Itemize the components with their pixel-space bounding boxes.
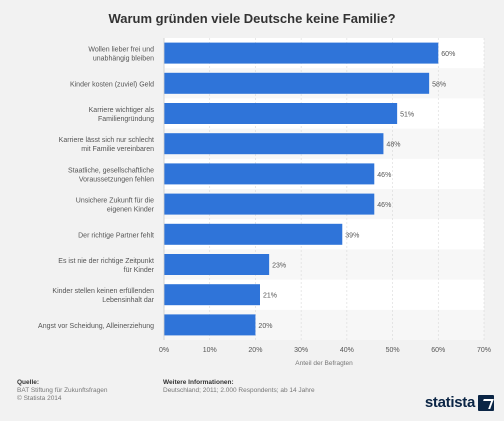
bar (164, 163, 375, 185)
data-label: 58% (432, 81, 446, 88)
category-label: Angst vor Scheidung, Alleinerziehung (38, 323, 154, 330)
x-tick-label: 70% (477, 347, 491, 354)
category-label: Unsichere Zukunft für die eigenen Kinder (76, 198, 155, 214)
x-tick-label: 0% (159, 347, 169, 354)
chart-title: Warum gründen viele Deutsche keine Famil… (108, 11, 396, 26)
data-label: 46% (377, 172, 391, 179)
source-line: BAT Stiftung für Zukunftsfragen (17, 387, 108, 394)
info-block: Weitere Informationen: Deutschland; 2011… (163, 379, 315, 395)
data-label: 23% (272, 263, 286, 270)
bar (164, 193, 375, 215)
x-axis-title: Anteil der Befragten (295, 360, 353, 367)
data-label: 46% (377, 202, 391, 209)
statista-logo[interactable]: statista (425, 394, 494, 411)
data-label: 21% (263, 293, 277, 300)
info-line: Deutschland; 2011; 2.000 Respondents; ab… (163, 387, 315, 394)
category-label: Karriere wichtiger als Familiengründung (89, 107, 155, 123)
category-label: Kinder kosten (zuviel) Geld (70, 81, 154, 88)
bar (164, 314, 256, 336)
x-tick-label: 50% (386, 347, 400, 354)
bar (164, 103, 398, 124)
x-tick-label: 10% (203, 347, 217, 354)
data-label: 60% (441, 51, 455, 58)
data-label: 48% (386, 142, 400, 149)
category-label: Kinder stellen keinen erfüllenden Lebensi… (52, 288, 154, 304)
bar (164, 284, 260, 306)
category-label: Staatliche, gesellschaftliche Voraussetzu… (68, 167, 154, 183)
data-label: 51% (400, 112, 414, 119)
bar (164, 42, 439, 64)
category-label: Der richtige Partner fehlt (78, 232, 154, 239)
statista-arrow-icon (478, 394, 494, 411)
copyright-line: © Statista 2014 (17, 395, 62, 402)
bar (164, 254, 270, 275)
logo-text: statista (424, 394, 475, 411)
x-tick-label: 20% (248, 347, 262, 354)
category-label: Es ist nie der richtige Zeitpunkt für Kin… (58, 258, 154, 274)
x-tick-label: 30% (294, 347, 308, 354)
bar (164, 133, 384, 155)
data-label: 39% (345, 232, 359, 239)
data-label: 20% (258, 323, 272, 330)
x-tick-label: 40% (340, 347, 354, 354)
category-label: Wollen lieber frei und unabhängig bleiben (88, 47, 154, 63)
source-heading: Quelle: (17, 379, 40, 386)
bar (164, 223, 343, 245)
category-label: Karriere lässt sich nur schlecht mit Fami… (59, 137, 154, 153)
x-tick-label: 60% (431, 347, 445, 354)
source-block: Quelle: BAT Stiftung für Zukunftsfragen … (17, 379, 107, 403)
info-heading: Weitere Informationen: (163, 379, 234, 386)
bar (164, 72, 430, 94)
